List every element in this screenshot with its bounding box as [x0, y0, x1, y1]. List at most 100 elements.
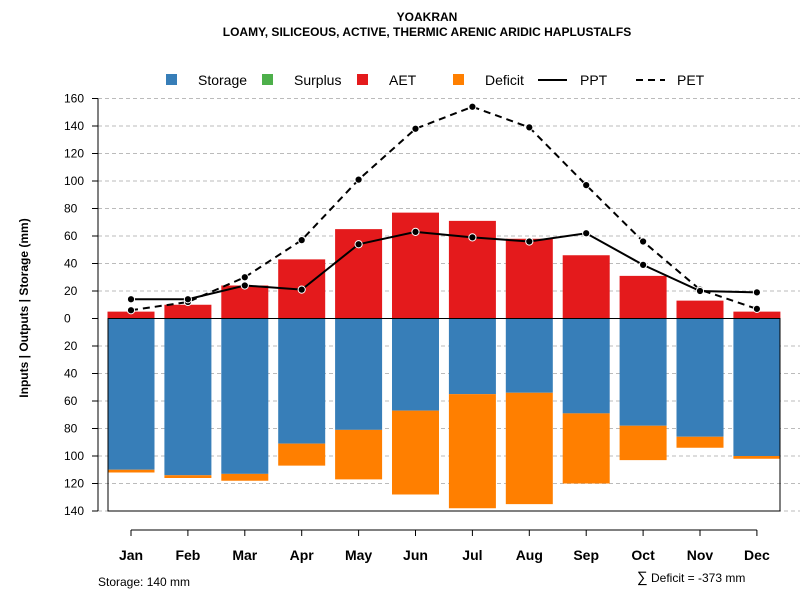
bar-deficit — [392, 410, 439, 495]
bar-storage — [107, 318, 155, 470]
y-tick-label: 0 — [64, 312, 71, 326]
y-axis-label: Inputs | Outputs | Storage (mm) — [17, 218, 31, 397]
bar-deficit — [562, 413, 610, 484]
chart-title: YOAKRAN — [397, 10, 458, 24]
bar-deficit — [221, 473, 269, 481]
y-tick-label: 60 — [64, 394, 78, 408]
point-ppt — [752, 288, 762, 297]
x-tick-label: Feb — [175, 547, 200, 563]
y-tick-label: 80 — [64, 202, 78, 216]
point-pet — [126, 306, 136, 315]
point-ppt — [183, 295, 192, 304]
x-tick-label: Jan — [119, 547, 143, 563]
bar-aet — [733, 311, 781, 319]
bar-storage — [448, 318, 496, 395]
legend-swatch-surplus — [262, 74, 273, 85]
bar-deficit — [107, 469, 155, 473]
x-tick-label: Mar — [232, 547, 257, 563]
bar-storage — [278, 318, 326, 444]
y-axis: 0 20 40 60 80 100 120 140 160 20 40 60 80 100 120 140 — [64, 92, 99, 518]
point-ppt — [468, 233, 477, 242]
y-tick-label: 20 — [64, 339, 78, 353]
point-ppt — [582, 229, 591, 238]
y-tick-label: 140 — [64, 119, 84, 133]
bar-deficit — [733, 456, 781, 459]
bars — [107, 212, 781, 509]
x-tick-label: Oct — [631, 547, 655, 563]
point-pet — [297, 236, 306, 245]
bar-deficit — [676, 436, 724, 448]
y-tick-label: 100 — [64, 449, 84, 463]
point-pet — [582, 181, 591, 190]
y-tick-label: 120 — [64, 147, 84, 161]
point-pet — [525, 123, 534, 132]
bar-deficit — [335, 429, 383, 480]
point-pet — [639, 237, 648, 246]
storage-note: Storage: 140 mm — [98, 575, 190, 589]
bar-storage — [392, 318, 439, 411]
point-pet — [354, 175, 363, 184]
bar-deficit — [619, 425, 667, 461]
y-tick-label: 40 — [64, 257, 78, 271]
point-ppt — [695, 286, 705, 296]
point-pet — [240, 273, 249, 282]
bar-aet — [107, 311, 155, 319]
bar-storage — [505, 318, 553, 393]
legend-swatch-aet — [357, 74, 368, 85]
x-tick-label: Sep — [573, 547, 599, 563]
line-ppt — [131, 230, 757, 301]
plot-frame — [107, 318, 781, 512]
x-tick-label: Jul — [462, 547, 482, 563]
bar-storage — [619, 318, 667, 426]
bar-deficit — [278, 443, 326, 466]
x-tick-label: May — [345, 547, 372, 563]
x-tick-label: Apr — [290, 547, 315, 563]
legend-label-storage: Storage — [198, 72, 247, 88]
bar-aet — [164, 304, 212, 319]
bar-storage — [164, 318, 212, 476]
x-tick-label: Jun — [403, 547, 428, 563]
y-tick-label: 140 — [64, 504, 84, 518]
point-ppt — [411, 227, 420, 236]
point-ppt — [639, 260, 648, 269]
x-tick-label: Aug — [516, 547, 543, 563]
bar-storage — [733, 318, 781, 456]
legend-swatch-deficit — [453, 74, 464, 85]
point-ppt — [297, 285, 306, 294]
y-tick-label: 80 — [64, 422, 78, 436]
legend-label-pet: PET — [677, 72, 705, 88]
legend-label-surplus: Surplus — [294, 72, 341, 88]
point-pet — [752, 304, 762, 313]
y-tick-label: 160 — [64, 92, 84, 106]
bar-deficit — [164, 475, 212, 478]
line-pet — [130, 105, 758, 312]
x-tick-label: Dec — [744, 547, 770, 563]
bar-storage — [676, 318, 724, 437]
bar-aet — [562, 255, 610, 319]
x-tick-label: Nov — [687, 547, 714, 563]
y-tick-label: 100 — [64, 174, 84, 188]
legend-label-deficit: Deficit — [485, 72, 524, 88]
legend-label-aet: AET — [389, 72, 417, 88]
y-tick-label: 20 — [64, 284, 78, 298]
y-tick-label: 60 — [64, 229, 78, 243]
y-tick-label: 120 — [64, 477, 84, 491]
point-ppt — [126, 295, 136, 304]
bar-deficit — [448, 394, 496, 509]
deficit-symbol: ∑ — [637, 569, 648, 586]
series-lines — [126, 102, 762, 315]
bar-aet — [221, 285, 269, 319]
bar-aet — [505, 238, 553, 319]
point-ppt — [240, 281, 249, 290]
bar-storage — [335, 318, 383, 430]
legend-swatch-storage — [166, 74, 177, 85]
point-ppt — [525, 237, 534, 246]
bar-aet — [676, 300, 724, 319]
bar-deficit — [505, 392, 553, 505]
legend-label-ppt: PPT — [580, 72, 608, 88]
bar-aet — [619, 275, 667, 319]
bar-storage — [221, 318, 269, 474]
y-tick-label: 40 — [64, 367, 78, 381]
legend: Storage Surplus AET Deficit PPT PET — [166, 72, 705, 88]
